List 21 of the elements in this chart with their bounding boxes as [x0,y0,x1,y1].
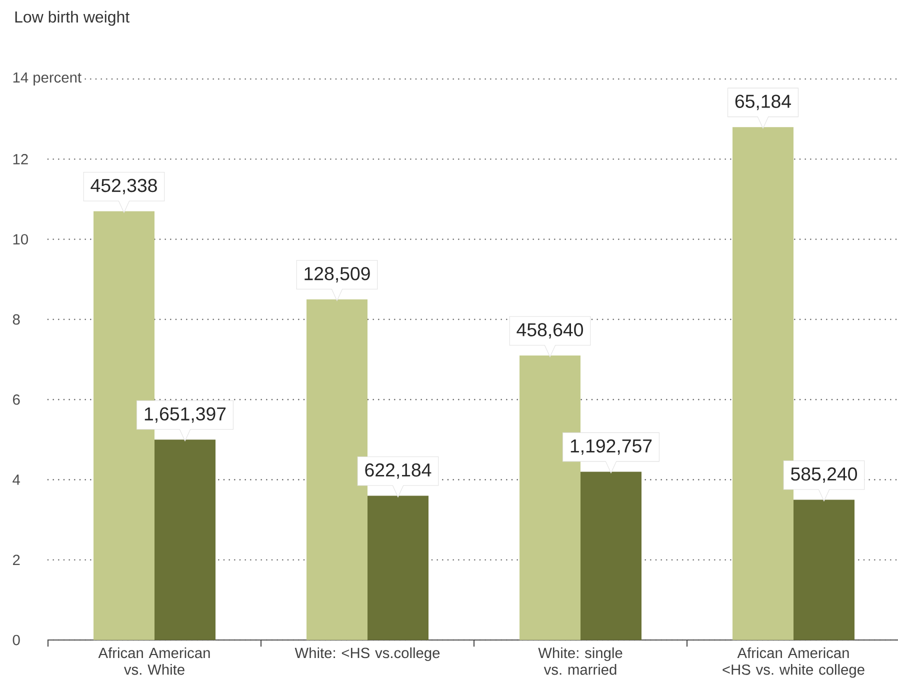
annotation: 1,192,757 [570,439,652,455]
x-tick-label: African American vs. White [98,647,210,675]
chart-title: Low birth weight [15,10,130,26]
y-tick-label: 4 [12,474,20,485]
annotation: 585,240 [791,467,858,483]
y-tick-label: 8 [12,314,20,325]
annotation: 65,184 [735,94,791,110]
y-tick-label: 0 [12,634,20,646]
annotation: 458,640 [516,323,584,339]
y-tick-label: 2 [13,554,20,565]
y-tick-label: 14 percent [13,72,82,86]
y-tick-label: 12 [13,154,28,164]
annotation: 128,509 [304,267,370,282]
annotation: 1,651,397 [144,407,226,423]
x-tick-label: White: single vs. married [538,647,622,675]
annotation: 452,338 [90,178,157,194]
y-tick-label: 10 [13,234,28,244]
y-tick-label: 6 [13,394,20,405]
annotation: 622,184 [365,463,432,479]
x-tick-label: White: <HS vs.college [294,647,440,662]
x-tick-label: African American <HS vs. white college [722,647,864,678]
